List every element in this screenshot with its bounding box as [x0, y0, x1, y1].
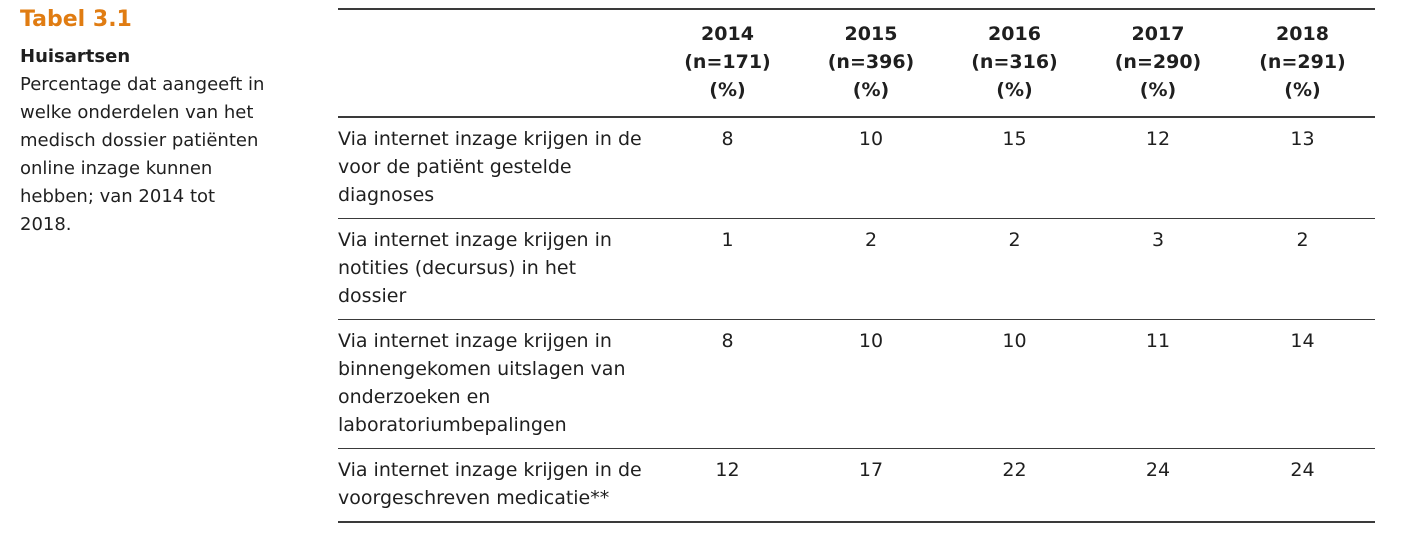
value-cell: 10 [858, 330, 884, 352]
value-cell: 22 [1002, 459, 1027, 481]
value-cell: 3 [1151, 229, 1165, 251]
value-cell: 15 [1002, 128, 1027, 150]
column-year: 2015 [844, 23, 898, 45]
row-label: Via internet inzage krijgen in de voor d… [338, 128, 642, 206]
column-year: 2016 [988, 23, 1041, 45]
value-cell: 10 [1002, 330, 1027, 352]
column-n: (n=290) [1114, 51, 1202, 73]
column-header-2017: 2017 (n=290) (%) [1086, 9, 1230, 117]
column-unit: (%) [852, 79, 890, 101]
value-cell: 17 [858, 459, 884, 481]
caption-description: Percentage dat aangeeft in welke onderde… [20, 74, 265, 235]
column-n: (n=316) [971, 51, 1058, 73]
column-unit: (%) [996, 79, 1033, 101]
data-table: 2014 (n=171) (%) 2015 (n=396) (%) 2016 (… [338, 8, 1375, 523]
value-cell: 10 [858, 128, 884, 150]
table-header-row: 2014 (n=171) (%) 2015 (n=396) (%) 2016 (… [338, 9, 1375, 117]
caption-title: Huisartsen [20, 46, 131, 67]
value-cell: 2 [1296, 229, 1309, 251]
column-year: 2017 [1131, 23, 1185, 45]
column-header-2014: 2014 (n=171) (%) [656, 9, 799, 117]
table-row: Via internet inzage krijgen in binnengek… [338, 320, 1375, 449]
column-unit: (%) [709, 79, 746, 101]
value-cell: 24 [1145, 459, 1171, 481]
value-cell: 1 [721, 229, 734, 251]
column-unit: (%) [1284, 79, 1321, 101]
value-cell: 12 [715, 459, 740, 481]
value-cell: 11 [1145, 330, 1171, 352]
value-cell: 13 [1290, 128, 1315, 150]
value-cell: 8 [721, 330, 734, 352]
column-year: 2018 [1276, 23, 1329, 45]
column-header-2016: 2016 (n=316) (%) [943, 9, 1086, 117]
value-cell: 14 [1290, 330, 1315, 352]
table-row: Via internet inzage krijgen in de voorge… [338, 449, 1375, 522]
row-label: Via internet inzage krijgen in de voorge… [338, 459, 642, 509]
column-n: (n=396) [827, 51, 915, 73]
table-row: Via internet inzage krijgen in de voor d… [338, 117, 1375, 219]
column-n: (n=171) [684, 51, 771, 73]
column-header-2018: 2018 (n=291) (%) [1230, 9, 1375, 117]
value-cell: 8 [721, 128, 734, 150]
row-label: Via internet inzage krijgen in binnengek… [338, 330, 626, 436]
table-caption: Tabel 3.1 Huisartsen Percentage dat aang… [20, 6, 290, 239]
column-year: 2014 [701, 23, 754, 45]
table-number: Tabel 3.1 [20, 7, 132, 32]
column-unit: (%) [1139, 79, 1177, 101]
table-row: Via internet inzage krijgen in notities … [338, 219, 1375, 320]
value-cell: 24 [1290, 459, 1315, 481]
row-label: Via internet inzage krijgen in notities … [338, 229, 612, 307]
value-cell: 2 [1008, 229, 1021, 251]
column-n: (n=291) [1259, 51, 1346, 73]
value-cell: 12 [1145, 128, 1171, 150]
label-column-header [338, 9, 656, 117]
column-header-2015: 2015 (n=396) (%) [799, 9, 943, 117]
value-cell: 2 [864, 229, 878, 251]
